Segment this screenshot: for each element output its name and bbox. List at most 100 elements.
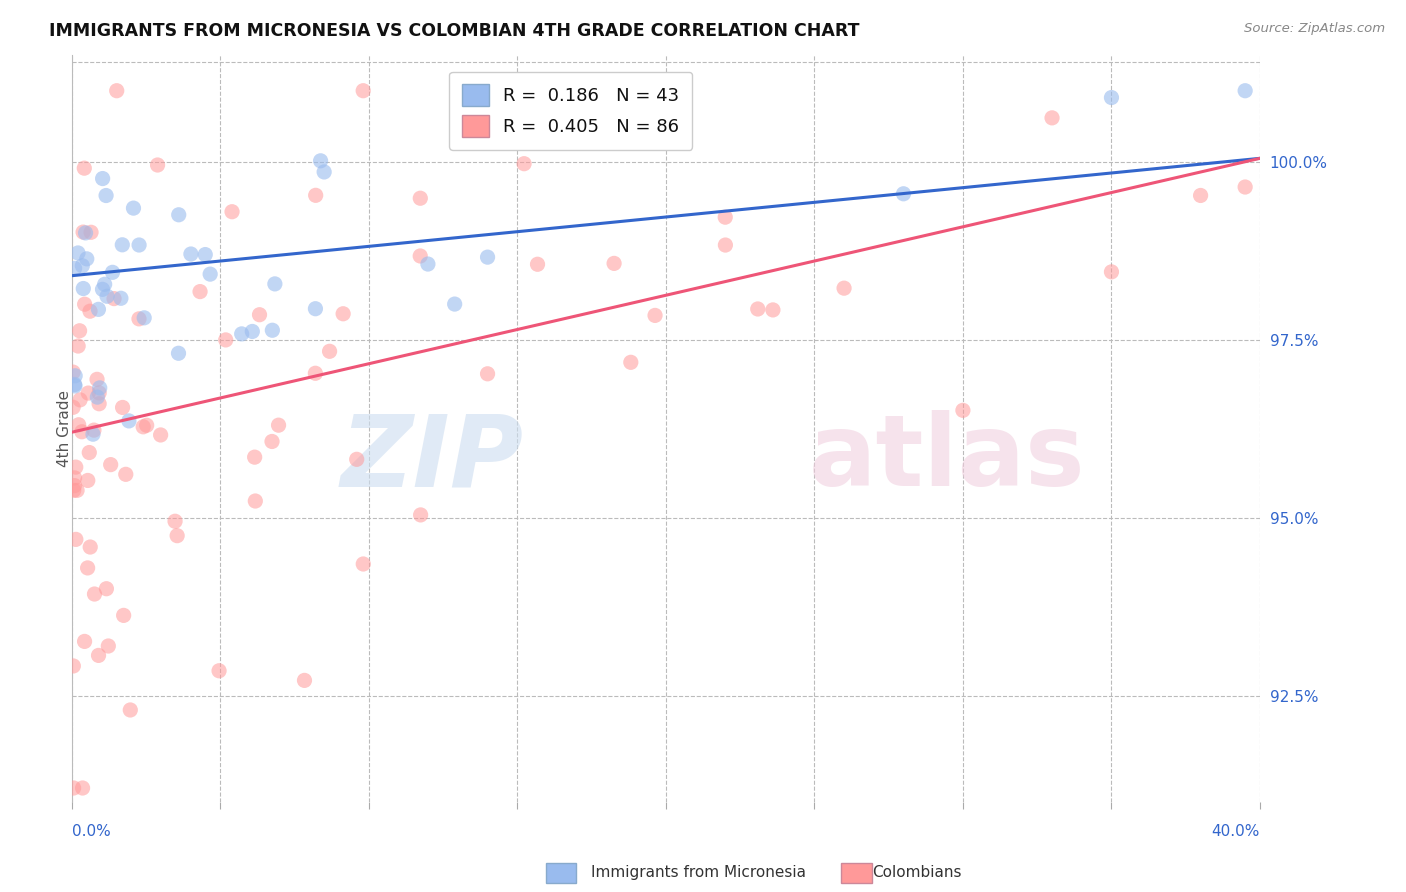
Point (167, 346, 190, 360)
Text: IMMIGRANTS FROM MICRONESIA VS COLOMBIAN 4TH GRADE CORRELATION CHART: IMMIGRANTS FROM MICRONESIA VS COLOMBIAN … (49, 22, 859, 40)
Point (215, 333, 238, 347)
Point (73, 634, 96, 648)
Point (63, 471, 86, 485)
Point (83, 587, 105, 601)
Text: atlas: atlas (808, 410, 1085, 507)
Point (146, 158, 169, 172)
Point (94, 188, 117, 202)
Point (409, 191, 432, 205)
Point (128, 311, 150, 326)
Point (63, 368, 86, 383)
Point (101, 265, 124, 279)
Point (72, 281, 94, 295)
Point (62, 659, 84, 673)
Point (245, 494, 267, 508)
Point (263, 277, 285, 291)
Point (75, 226, 97, 240)
Point (73, 161, 96, 176)
Point (240, 325, 263, 339)
Point (346, 452, 368, 467)
Point (134, 310, 156, 325)
Point (87, 648, 110, 663)
Point (86, 372, 108, 386)
Point (747, 301, 769, 316)
Point (97, 639, 120, 653)
Text: Immigrants from Micronesia: Immigrants from Micronesia (591, 865, 806, 880)
Point (309, 153, 332, 168)
Point (714, 210, 737, 224)
Text: Source: ZipAtlas.com: Source: ZipAtlas.com (1244, 22, 1385, 36)
Point (304, 301, 326, 316)
Point (352, 557, 374, 571)
Point (79, 540, 101, 554)
Point (194, 247, 217, 261)
Point (62, 365, 84, 379)
Point (832, 281, 855, 295)
Point (188, 285, 211, 299)
Point (198, 267, 221, 281)
Point (62, 401, 84, 415)
Point (314, 165, 336, 179)
Point (77, 445, 100, 459)
Point (63, 478, 86, 492)
Point (96, 582, 118, 596)
Point (100, 458, 122, 472)
Point (332, 307, 354, 321)
Point (294, 673, 316, 688)
Point (318, 344, 340, 359)
Point (120, 703, 142, 717)
Point (93, 277, 115, 292)
Point (91, 171, 114, 186)
Point (89, 397, 111, 411)
Point (76, 474, 98, 488)
Point (63, 379, 86, 393)
Point (62, 780, 84, 795)
Point (72, 225, 94, 239)
Point (893, 186, 915, 201)
Point (409, 508, 432, 522)
Point (80, 225, 103, 239)
Point (714, 238, 737, 252)
Point (63, 261, 86, 276)
Point (1101, 265, 1123, 279)
Point (249, 308, 271, 322)
Point (73, 297, 96, 311)
Point (644, 309, 666, 323)
Point (105, 84, 128, 98)
Point (305, 188, 328, 202)
Point (1234, 180, 1257, 194)
Point (243, 450, 266, 464)
Point (1234, 84, 1257, 98)
Point (67, 417, 90, 432)
Point (128, 238, 150, 252)
Point (416, 257, 439, 271)
Point (167, 208, 190, 222)
Point (208, 664, 231, 678)
Y-axis label: 4th Grade: 4th Grade (58, 390, 72, 467)
Point (67, 339, 90, 353)
Point (69, 392, 91, 407)
Point (166, 529, 188, 543)
Point (66, 483, 89, 498)
Point (86, 390, 108, 404)
Point (952, 403, 974, 417)
Point (620, 355, 643, 369)
Point (526, 257, 548, 271)
Point (267, 418, 290, 433)
Point (91, 282, 114, 296)
Point (304, 366, 326, 380)
Point (82, 427, 104, 442)
Point (65, 533, 87, 547)
Point (132, 419, 155, 434)
Point (762, 302, 785, 317)
Point (63, 377, 86, 392)
Point (111, 237, 134, 252)
Point (103, 292, 125, 306)
Point (180, 247, 202, 261)
Point (70, 425, 93, 439)
Point (122, 201, 145, 215)
Point (87, 302, 110, 317)
Point (231, 326, 253, 341)
Point (76, 561, 98, 575)
Point (262, 323, 284, 337)
